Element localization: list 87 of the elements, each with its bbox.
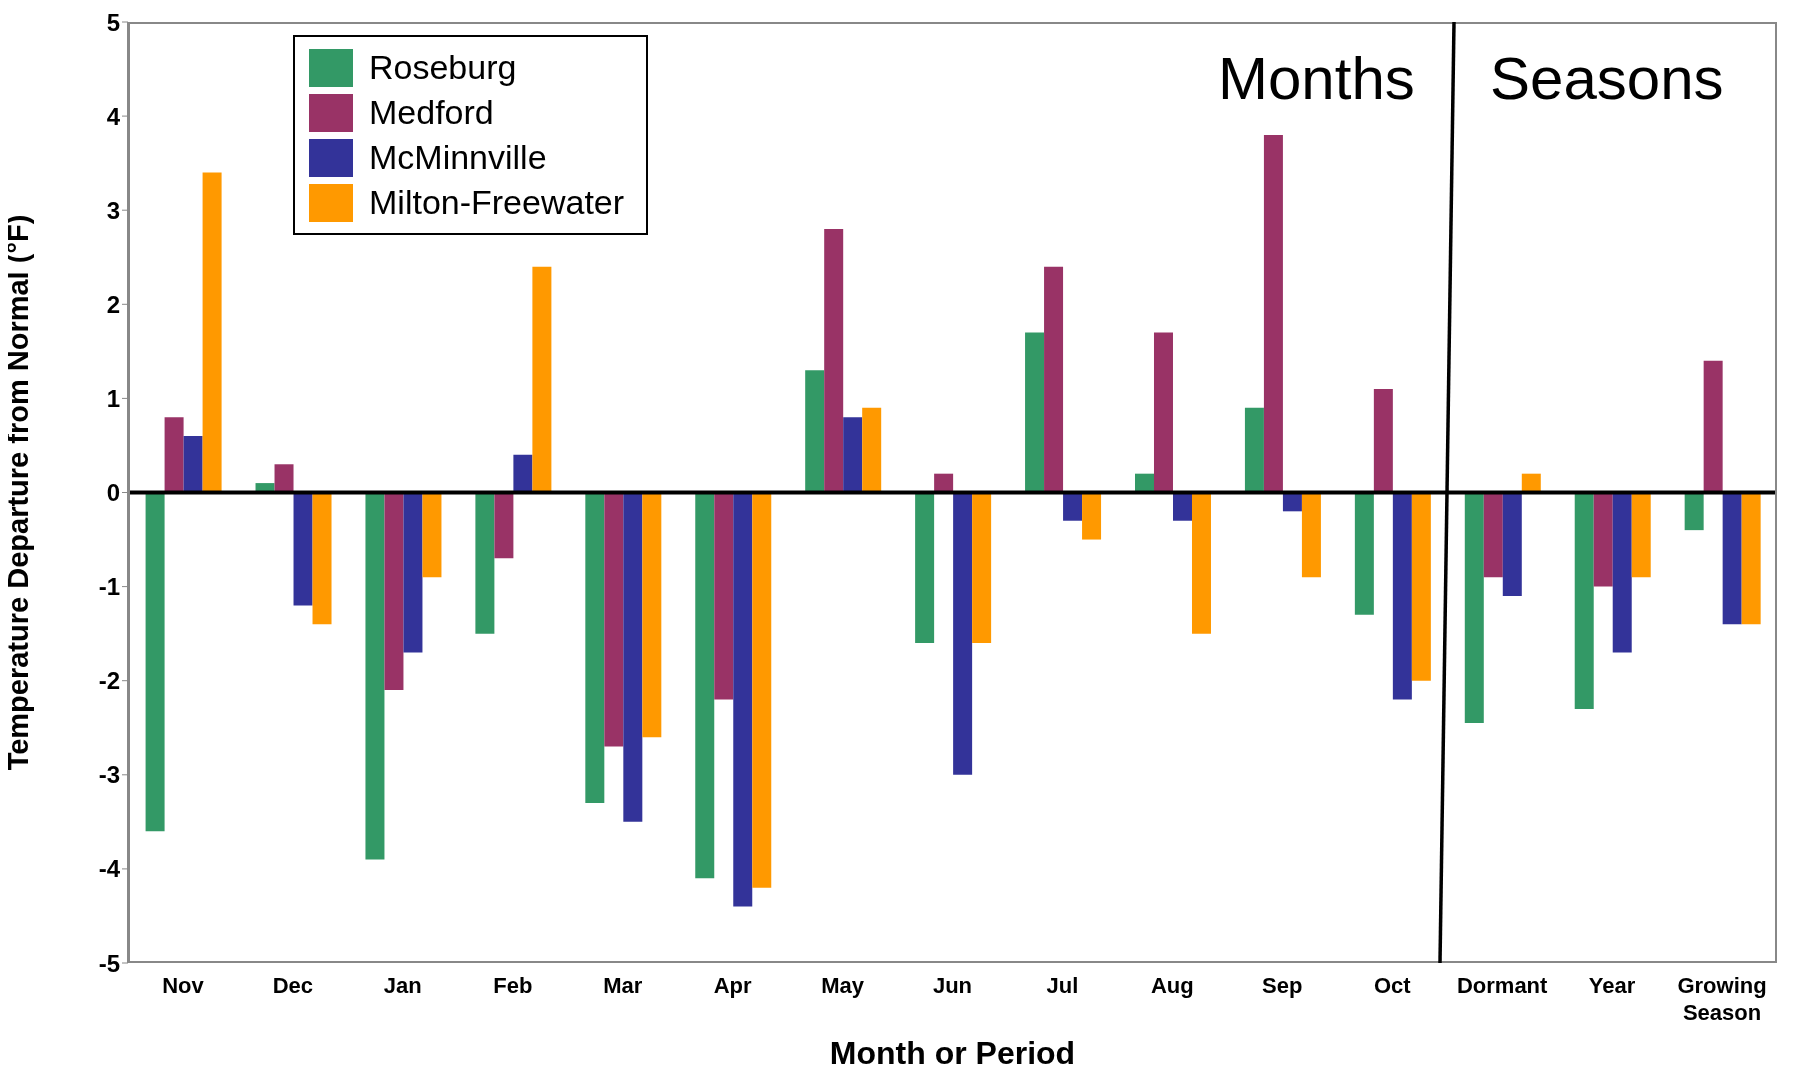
bar [164, 417, 184, 493]
bar [623, 492, 643, 822]
bar [312, 492, 332, 625]
bar [862, 407, 882, 493]
legend-label: Medford [369, 93, 494, 132]
x-tick-label: Nov [162, 973, 205, 998]
bar [1301, 492, 1321, 578]
annotation: Seasons [1490, 44, 1724, 113]
bar [972, 492, 992, 644]
bar [915, 492, 935, 644]
bar [494, 492, 514, 559]
bar [1153, 332, 1173, 493]
bar [1354, 492, 1374, 615]
bar [145, 492, 165, 832]
bar [824, 229, 844, 493]
legend-label: Roseburg [369, 48, 517, 87]
y-axis-title: Temperature Departure from Normal (°F) [2, 214, 35, 771]
bar [532, 266, 552, 493]
bar [274, 464, 294, 493]
y-tick-label: 4 [106, 102, 121, 130]
bar [1191, 492, 1211, 634]
bar [1244, 407, 1264, 493]
x-tick-label: Jun [932, 973, 973, 998]
x-tick-label: Dec [272, 973, 314, 998]
bar [1025, 332, 1045, 493]
x-tick-label: Year [1588, 973, 1636, 998]
bar [1483, 492, 1503, 578]
y-tick-label: 5 [106, 8, 120, 36]
bar [202, 172, 222, 493]
bar [1703, 360, 1723, 493]
bar [1741, 492, 1761, 625]
bar [422, 492, 442, 578]
bar [183, 436, 203, 493]
bar [1631, 492, 1651, 578]
bar [1593, 492, 1613, 587]
bar [475, 492, 495, 634]
bar [1263, 134, 1283, 493]
y-tick-label: 0 [106, 479, 120, 507]
bar [1722, 492, 1742, 625]
y-tick-label: -1 [98, 573, 120, 601]
x-tick-label: Sep [1262, 973, 1303, 998]
bar [403, 492, 423, 653]
bar [805, 370, 825, 493]
x-tick-label: Growing Season [1677, 973, 1767, 1025]
y-tick-label: -5 [98, 949, 120, 977]
x-tick-label: May [821, 973, 865, 998]
y-tick-label: 2 [106, 290, 120, 318]
bar [365, 492, 385, 860]
legend-label: McMinnville [369, 138, 547, 177]
bar [843, 417, 863, 493]
y-tick-label: -3 [98, 761, 120, 789]
x-tick-label: Oct [1373, 973, 1412, 998]
bar [1612, 492, 1632, 653]
y-tick-label: -4 [98, 855, 121, 883]
bar [1082, 492, 1102, 540]
legend-label: Milton-Freewater [369, 183, 625, 222]
x-tick-label: Feb [493, 973, 533, 998]
bar [733, 492, 753, 907]
x-tick-label: Aug [1150, 973, 1194, 998]
bar [1464, 492, 1484, 724]
bar [714, 492, 734, 700]
x-tick-label: Apr [713, 973, 753, 998]
y-tick-label: 3 [106, 196, 120, 224]
x-axis-title: Month or Period [829, 1034, 1076, 1071]
bar [604, 492, 624, 747]
x-tick-label: Jul [1046, 973, 1079, 998]
x-tick-label: Mar [603, 973, 643, 998]
bar [1574, 492, 1594, 709]
bar [752, 492, 772, 888]
y-tick-label: 1 [106, 384, 120, 412]
bar [293, 492, 313, 606]
bar [642, 492, 662, 738]
x-tick-label: Dormant [1456, 973, 1549, 998]
bar [513, 454, 533, 493]
bar [585, 492, 605, 804]
bar [1411, 492, 1431, 681]
bar [695, 492, 715, 879]
bar [1684, 492, 1704, 531]
bar [1392, 492, 1412, 700]
bar [1373, 388, 1393, 493]
y-tick-label: -2 [98, 667, 120, 695]
bar [384, 492, 404, 691]
bar [1044, 266, 1064, 493]
annotation: Months [1218, 44, 1415, 113]
x-tick-label: Jan [383, 973, 422, 998]
bar [953, 492, 973, 775]
bar [1502, 492, 1522, 597]
